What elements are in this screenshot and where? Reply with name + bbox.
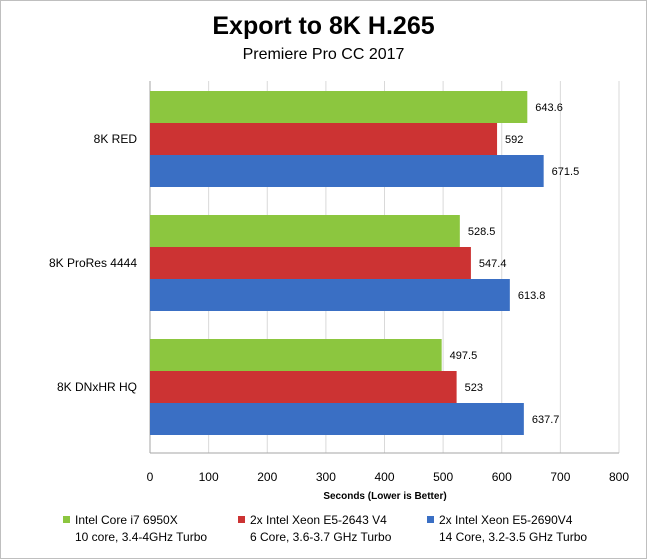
chart-legend: Intel Core i7 6950X 10 core, 3.4-4GHz Tur… <box>0 512 647 556</box>
x-tick-label: 100 <box>199 470 219 484</box>
legend-series-detail: 14 Core, 3.2-3.5 GHz Turbo <box>439 530 588 544</box>
x-tick-label: 400 <box>374 470 394 484</box>
legend-series-name: Intel Core i7 6950X <box>75 513 178 527</box>
bar <box>150 247 471 279</box>
legend-item: 2x Intel Xeon E5-2643 V4 6 Core, 3.6-3.7 … <box>238 512 391 546</box>
legend-series-detail: 6 Core, 3.6-3.7 GHz Turbo <box>250 530 392 544</box>
x-tick-label: 0 <box>147 470 154 484</box>
bar <box>150 371 457 403</box>
data-label: 497.5 <box>450 350 478 362</box>
bar <box>150 91 528 123</box>
legend-swatch <box>427 516 434 523</box>
data-label: 643.6 <box>535 102 563 114</box>
x-tick-label: 200 <box>257 470 277 484</box>
data-label: 547.4 <box>479 258 507 270</box>
data-label: 671.5 <box>552 166 580 178</box>
bar <box>150 215 460 247</box>
legend-item: Intel Core i7 6950X 10 core, 3.4-4GHz Tur… <box>63 512 207 546</box>
bar <box>150 279 510 311</box>
category-label: 8K ProRes 4444 <box>49 256 137 270</box>
data-label: 528.5 <box>468 226 496 238</box>
chart-plot: 0 100 200 300 400 500 600 700 800 Seconds (Lower … <box>49 81 629 502</box>
x-tick-label: 800 <box>609 470 629 484</box>
category-label: 8K RED <box>94 132 138 146</box>
legend-swatch <box>63 516 70 523</box>
legend-series-name: 2x Intel Xeon E5-2643 V4 <box>250 513 387 527</box>
x-tick-label: 600 <box>492 470 512 484</box>
category-label: 8K DNxHR HQ <box>57 380 137 394</box>
bar <box>150 339 442 371</box>
legend-item: 2x Intel Xeon E5-2690V4 14 Core, 3.2-3.5 … <box>427 512 587 546</box>
data-label: 637.7 <box>532 414 560 426</box>
bar <box>150 403 524 435</box>
bar <box>150 155 544 187</box>
bar <box>150 123 498 155</box>
data-label: 523 <box>465 382 483 394</box>
x-tick-label: 500 <box>433 470 453 484</box>
chart-subtitle: Premiere Pro CC 2017 <box>242 46 405 63</box>
legend-series-detail: 10 core, 3.4-4GHz Turbo <box>75 530 208 544</box>
legend-swatch <box>238 516 245 523</box>
x-axis-title: Seconds (Lower is Better) <box>323 491 446 502</box>
data-label: 613.8 <box>518 290 546 302</box>
x-tick-label: 700 <box>550 470 570 484</box>
x-tick-label: 300 <box>316 470 336 484</box>
legend-series-name: 2x Intel Xeon E5-2690V4 <box>439 513 573 527</box>
data-label: 592 <box>505 134 523 146</box>
chart-title: Export to 8K H.265 <box>212 12 435 40</box>
